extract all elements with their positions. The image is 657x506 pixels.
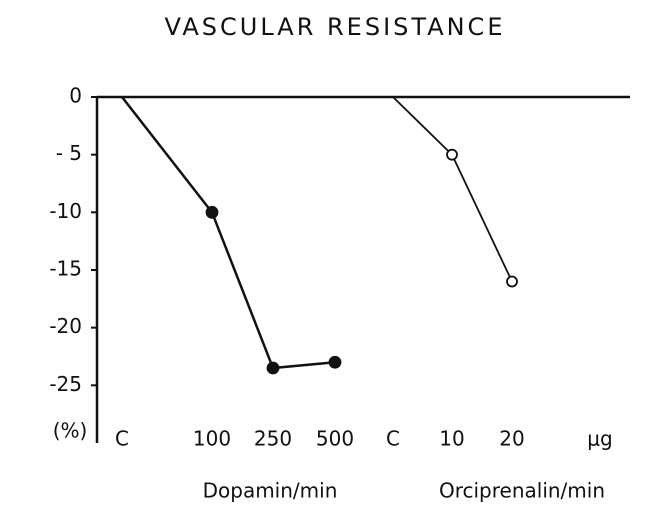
y-tick-label: -15	[49, 257, 82, 281]
x-tick-label: 10	[439, 427, 464, 451]
data-point	[446, 148, 458, 161]
y-tick-label: -20	[49, 314, 82, 338]
group-label: Dopamin/min	[203, 479, 338, 503]
data-point	[266, 361, 280, 375]
x-tick-label: 500	[316, 427, 354, 451]
y-tick-label: -25	[49, 372, 82, 396]
x-tick-label: 100	[193, 427, 231, 451]
x-tick-label: 250	[254, 427, 292, 451]
chart-title: VASCULAR RESISTANCE	[165, 13, 506, 41]
y-tick-label: 0	[69, 84, 82, 108]
x-tick-label: 20	[499, 427, 524, 451]
series-line	[121, 96, 336, 370]
y-tick-label: -10	[49, 199, 82, 223]
x-tick-label: μg	[587, 427, 612, 451]
group-label: Orciprenalin/min	[439, 479, 605, 503]
y-axis-label: (%)	[53, 419, 88, 443]
x-tick-label: C	[386, 427, 400, 451]
x-tick-label: C	[115, 427, 129, 451]
data-point	[506, 275, 518, 288]
series-line	[392, 96, 513, 282]
y-tick-label: - 5	[56, 141, 82, 165]
data-point	[328, 355, 342, 369]
data-point	[205, 205, 219, 219]
